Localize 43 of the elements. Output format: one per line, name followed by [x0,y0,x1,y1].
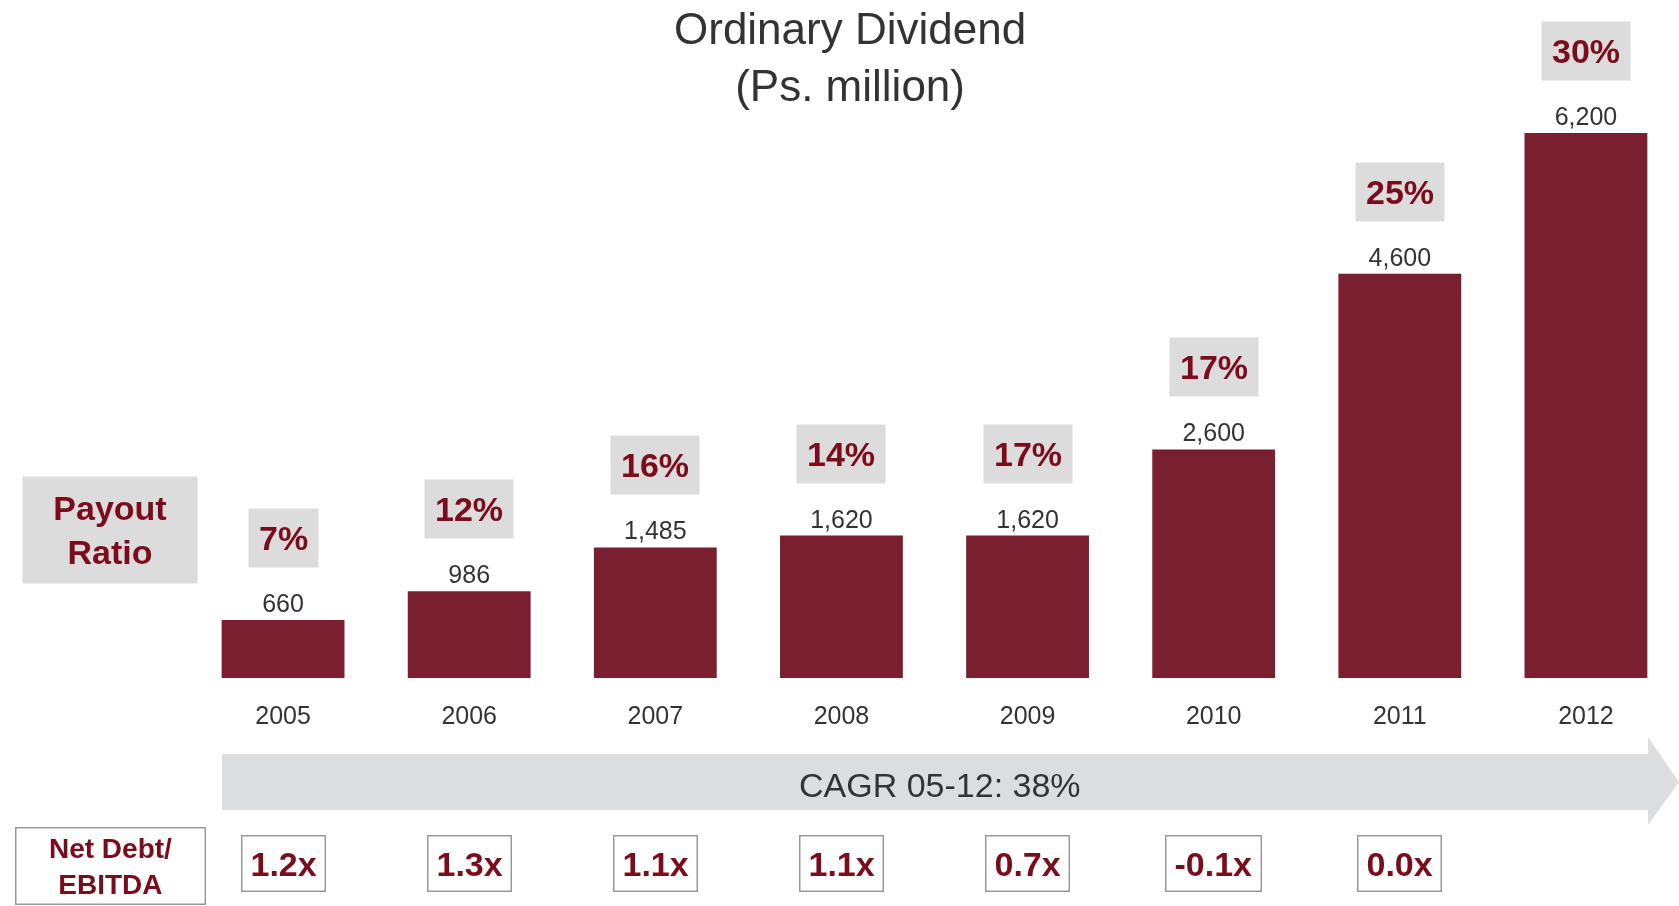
data-label: 986 [448,560,491,589]
bar [407,591,531,678]
text: 1.3x [436,844,503,883]
chart-title: Ordinary Dividend (Ps. million) [674,4,1027,111]
x-tick-label: 2009 [999,701,1056,729]
bar [221,619,345,678]
data-label: 660 [262,588,304,617]
data-label: 4,600 [1368,242,1432,271]
bar [1524,133,1648,678]
data-label: 2,600 [1182,418,1245,447]
x-tick-label: 2011 [1372,701,1427,729]
text: 1.1x [622,844,689,883]
text: Net Debt/ EBITDA [48,832,173,900]
x-tick-label: 2008 [813,701,870,729]
x-tick-label: 2012 [1558,701,1614,729]
annotation: 12% [435,490,504,528]
annotation: 7% [259,519,309,557]
x-tick-label: 2005 [255,701,311,729]
text: -0.1x [1174,844,1253,883]
annotation: 25% [1366,173,1435,211]
x-tick-label: 2006 [441,701,497,729]
bar [966,535,1089,678]
annotation: 14% [807,435,876,473]
data-label: 1,620 [810,504,873,533]
annotation: 17% [994,435,1063,473]
x-tick-label: 2010 [1185,701,1242,729]
data-label: 1,485 [624,516,687,545]
x-tick-label: 2007 [627,701,684,729]
text: 1.2x [250,844,317,883]
text: 0.7x [994,844,1061,883]
bar [593,547,717,678]
annotation: 30% [1552,32,1621,70]
data-label: 6,200 [1554,102,1618,130]
text: CAGR 05-12: 38% [799,766,1081,804]
annotation: 16% [621,446,690,484]
annotation: 17% [1180,348,1249,386]
text: 1.1x [808,844,875,883]
text: 0.0x [1366,844,1433,883]
text: Payout Ratio [53,489,167,572]
data-label: 1,620 [996,504,1059,533]
bar [1152,449,1276,678]
bar [780,535,903,678]
bar [1338,273,1462,678]
